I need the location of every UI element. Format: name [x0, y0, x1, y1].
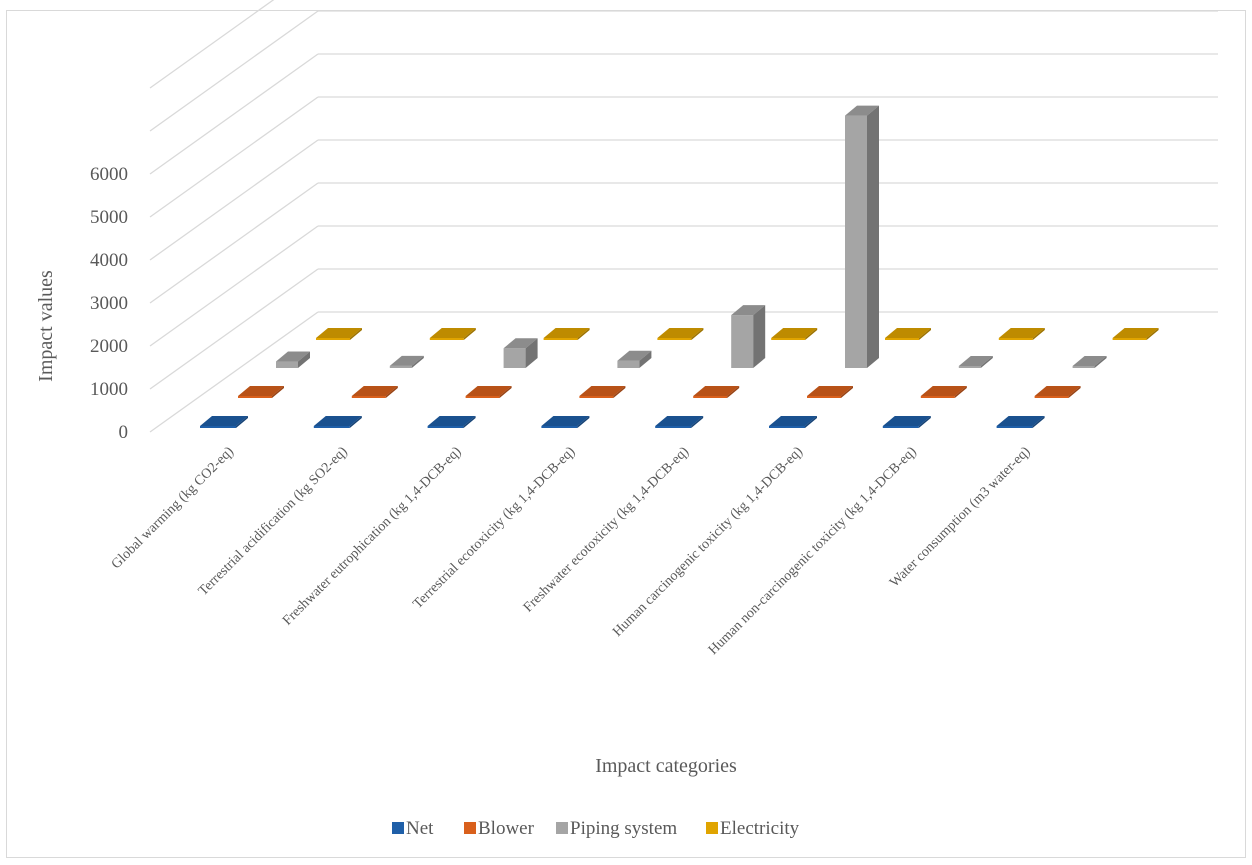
bar-net [541, 416, 590, 428]
y-axis-title: Impact values [35, 270, 57, 382]
gridline-side [149, 225, 319, 347]
bar-blower [693, 386, 740, 398]
bar-blower [238, 386, 284, 398]
data-marks [200, 105, 1159, 428]
bar-electricity [316, 328, 362, 340]
bar-blower [465, 386, 512, 398]
bar-net [882, 416, 931, 428]
bar-net [655, 416, 704, 428]
bar-piping-system [389, 355, 424, 368]
gridline-side [149, 96, 319, 218]
y-tick-label: 4000 [90, 250, 128, 271]
bar-net [200, 416, 248, 428]
chart-frame [6, 10, 1246, 858]
bar-blower [351, 386, 398, 398]
legend-swatch [464, 822, 476, 834]
category-label: Human non-carcinogenic toxicity (kg 1,4-… [706, 444, 920, 658]
bar-electricity [998, 328, 1045, 340]
bar-blower [1034, 386, 1081, 398]
bar-electricity [885, 328, 931, 340]
gridline-side [149, 53, 319, 175]
bar-net [313, 416, 362, 428]
y-tick-label: 3000 [90, 293, 128, 314]
y-tick-label: 5000 [90, 207, 128, 228]
gridline-side [149, 182, 319, 304]
y-tick-label: 2000 [90, 336, 128, 357]
category-label: Human carcinogenic toxicity (kg 1,4-DCB-… [610, 444, 806, 640]
bar-net [769, 416, 817, 428]
legend-swatch [392, 822, 404, 834]
gridlines [149, 0, 1218, 433]
gridline-side [149, 10, 319, 132]
bar-piping-system [276, 351, 310, 368]
bar-blower [920, 386, 967, 398]
bar-electricity [657, 328, 704, 340]
legend-label: Electricity [720, 818, 800, 839]
y-tick-label: 1000 [90, 379, 128, 400]
y-axis-ticks: 0 1000 2000 3000 4000 5000 6000 [90, 164, 128, 443]
gridline-side [149, 268, 319, 390]
x-axis-category-labels: Global warming (kg CO2-eq)Terrestrial ac… [109, 444, 1034, 658]
bar-blower [807, 386, 853, 398]
legend-label: Blower [478, 818, 535, 839]
bar-net [996, 416, 1045, 428]
bar-electricity [543, 328, 590, 340]
bar-piping-system [731, 305, 766, 368]
x-axis-title: Impact categories [595, 755, 737, 777]
legend-label: Piping system [570, 818, 677, 839]
gridline-side [149, 139, 319, 261]
bar-piping-system [1072, 356, 1107, 368]
bar-piping-system [845, 105, 879, 368]
legend-swatch [706, 822, 718, 834]
bar-electricity [429, 328, 476, 340]
gridline-side [149, 0, 275, 89]
category-label: Freshwater eutrophication (kg 1,4-DCB-eq… [280, 444, 465, 629]
bar-piping-system [617, 350, 652, 368]
y-tick-label: 0 [119, 422, 129, 443]
category-label: Global warming (kg CO2-eq) [109, 444, 237, 572]
legend-swatch [556, 822, 568, 834]
legend-label: Net [406, 818, 434, 839]
bar-blower [579, 386, 626, 398]
gridline-side [149, 311, 319, 433]
y-tick-label: 6000 [90, 164, 128, 185]
bar-piping-system [958, 356, 993, 368]
bar-electricity [771, 328, 818, 340]
legend: Net Blower Piping system Electricity [392, 818, 800, 839]
category-label: Water consumption (m3 water-eq) [887, 444, 1033, 590]
bar-net [427, 416, 476, 428]
bar-piping-system [503, 338, 538, 368]
bar-electricity [1112, 328, 1159, 340]
